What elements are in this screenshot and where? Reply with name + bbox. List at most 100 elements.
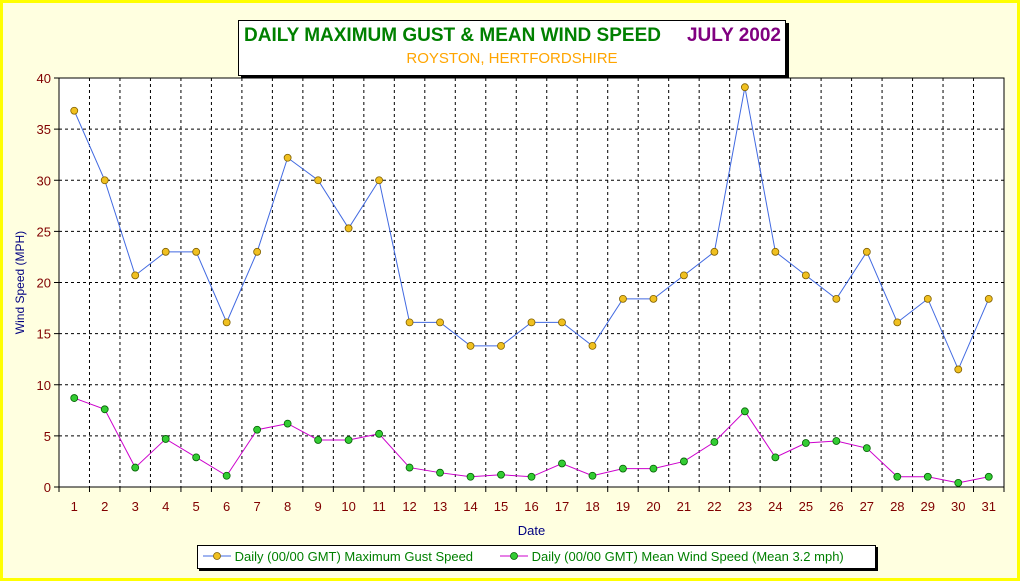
x-tick-label: 6 bbox=[223, 499, 230, 514]
x-tick-label: 25 bbox=[799, 499, 813, 514]
data-point-gust bbox=[100, 176, 109, 185]
data-point-mean bbox=[740, 407, 749, 416]
x-tick-label: 10 bbox=[341, 499, 355, 514]
data-point-mean bbox=[497, 470, 505, 479]
data-point-gust bbox=[70, 106, 79, 115]
data-point-gust bbox=[558, 318, 566, 327]
x-tick-label: 2 bbox=[101, 499, 108, 514]
data-point-mean bbox=[649, 464, 658, 473]
data-point-gust bbox=[649, 294, 658, 303]
x-tick-label: 23 bbox=[738, 499, 752, 514]
plot-border bbox=[58, 77, 1005, 488]
data-point-mean bbox=[253, 425, 262, 434]
data-point-mean bbox=[558, 459, 566, 468]
data-point-mean bbox=[771, 453, 780, 462]
data-point-gust bbox=[588, 341, 597, 350]
x-tick-label: 11 bbox=[372, 499, 386, 514]
x-tick-label: 28 bbox=[890, 499, 904, 514]
x-tick-label: 31 bbox=[982, 499, 996, 514]
x-tick-label: 1 bbox=[71, 499, 78, 514]
chart-subtitle: ROYSTON, HERTFORDSHIRE bbox=[406, 50, 618, 67]
data-point-gust bbox=[497, 341, 505, 350]
data-point-gust bbox=[344, 224, 353, 233]
legend-mean-marker-icon bbox=[500, 552, 528, 560]
data-point-mean bbox=[314, 436, 323, 444]
legend: Daily (00/00 GMT) Maximum Gust Speed Dai… bbox=[197, 545, 876, 569]
data-point-gust bbox=[131, 271, 140, 280]
legend-gust-label: Daily (00/00 GMT) Maximum Gust Speed bbox=[234, 549, 474, 564]
legend-mean-dot bbox=[510, 552, 518, 560]
data-point-gust bbox=[801, 271, 810, 280]
data-point-mean bbox=[832, 437, 841, 445]
x-tick-label: 21 bbox=[677, 499, 691, 514]
data-point-gust bbox=[466, 341, 475, 350]
data-point-gust bbox=[192, 247, 201, 256]
data-point-gust bbox=[161, 247, 170, 256]
data-point-mean bbox=[954, 479, 963, 487]
plot-area bbox=[59, 78, 1004, 487]
legend-gust-dot bbox=[213, 552, 221, 560]
y-tick-label: 10 bbox=[37, 378, 51, 393]
x-axis-title: Date bbox=[518, 523, 545, 538]
legend-gust-marker-icon bbox=[203, 552, 231, 560]
data-point-mean bbox=[710, 438, 719, 446]
x-tick-label: 5 bbox=[193, 499, 200, 514]
x-tick-label: 9 bbox=[314, 499, 321, 514]
x-tick-label: 14 bbox=[463, 499, 477, 514]
data-point-mean bbox=[100, 405, 109, 414]
data-point-mean bbox=[405, 463, 414, 472]
x-tick-label: 29 bbox=[921, 499, 935, 514]
chart-title: DAILY MAXIMUM GUST & MEAN WIND SPEED bbox=[244, 25, 661, 46]
x-tick-label: 24 bbox=[768, 499, 782, 514]
x-tick-label: 30 bbox=[951, 499, 965, 514]
data-point-mean bbox=[161, 435, 170, 443]
data-point-mean bbox=[283, 419, 292, 428]
y-tick-label: 25 bbox=[37, 224, 51, 239]
x-tick-label: 19 bbox=[616, 499, 630, 514]
y-tick-label: 30 bbox=[37, 173, 51, 188]
data-point-mean bbox=[436, 468, 444, 477]
data-point-mean bbox=[893, 472, 902, 481]
data-point-gust bbox=[405, 318, 414, 327]
x-tick-label: 4 bbox=[162, 499, 169, 514]
y-tick-label: 20 bbox=[37, 276, 51, 291]
data-point-gust bbox=[222, 318, 231, 327]
x-tick-label: 17 bbox=[555, 499, 569, 514]
data-point-mean bbox=[375, 429, 383, 438]
x-tick-label: 20 bbox=[646, 499, 660, 514]
x-tick-label: 3 bbox=[132, 499, 139, 514]
data-point-gust bbox=[527, 318, 536, 327]
x-tick-label: 15 bbox=[494, 499, 508, 514]
x-tick-label: 13 bbox=[433, 499, 447, 514]
data-point-gust bbox=[984, 294, 993, 303]
data-point-gust bbox=[710, 247, 719, 256]
chart-month-title: JULY 2002 bbox=[686, 25, 781, 46]
x-tick-label: 27 bbox=[860, 499, 874, 514]
title-box: DAILY MAXIMUM GUST & MEAN WIND SPEED JUL… bbox=[238, 20, 786, 76]
data-point-mean bbox=[344, 436, 353, 444]
data-point-mean bbox=[588, 471, 597, 480]
y-tick-label: 40 bbox=[37, 71, 51, 86]
data-point-mean bbox=[466, 472, 475, 481]
y-tick-label: 5 bbox=[44, 429, 51, 444]
x-tick-label: 16 bbox=[524, 499, 538, 514]
y-tick-label: 35 bbox=[37, 122, 51, 137]
legend-mean-label: Daily (00/00 GMT) Mean Wind Speed (Mean … bbox=[531, 549, 844, 564]
data-point-mean bbox=[680, 457, 688, 466]
data-point-mean bbox=[222, 471, 231, 480]
legend-item-gust: Daily (00/00 GMT) Maximum Gust Speed bbox=[203, 549, 473, 564]
data-point-mean bbox=[131, 463, 140, 472]
data-point-gust bbox=[680, 271, 688, 280]
legend-item-mean: Daily (00/00 GMT) Mean Wind Speed (Mean … bbox=[500, 549, 844, 564]
data-point-mean bbox=[527, 472, 536, 481]
data-point-mean bbox=[984, 472, 993, 481]
x-tick-label: 12 bbox=[402, 499, 416, 514]
x-tick-label: 7 bbox=[254, 499, 261, 514]
data-point-mean bbox=[192, 453, 201, 462]
y-tick-label: 0 bbox=[44, 480, 51, 495]
y-axis-title: Wind Speed (MPH) bbox=[13, 231, 27, 334]
data-point-mean bbox=[801, 439, 810, 447]
data-point-gust bbox=[923, 294, 932, 303]
data-point-gust bbox=[436, 318, 444, 327]
data-point-gust bbox=[283, 153, 292, 162]
